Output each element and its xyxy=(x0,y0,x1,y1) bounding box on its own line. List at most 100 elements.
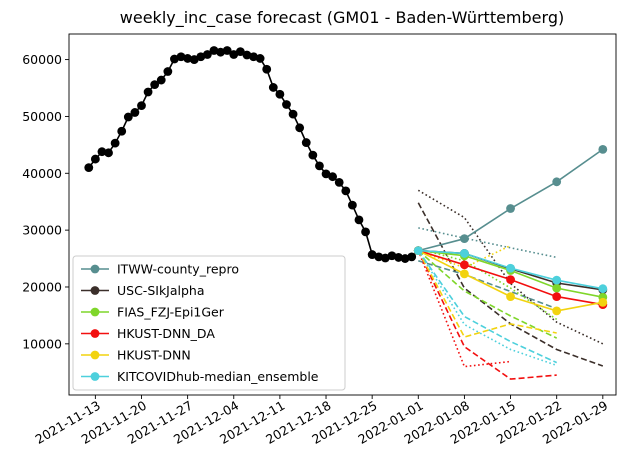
series-5-point xyxy=(552,275,562,285)
y-tick-label: 60000 xyxy=(22,52,62,67)
series-4-point xyxy=(552,306,562,316)
observed-point xyxy=(209,46,219,55)
observed-point xyxy=(235,47,245,57)
observed-point xyxy=(130,108,140,117)
observed-point xyxy=(262,64,272,74)
y-tick-label: 20000 xyxy=(22,279,62,294)
observed-point xyxy=(315,161,324,171)
observed-point xyxy=(321,169,331,179)
series-3-point xyxy=(506,275,515,284)
observed-point xyxy=(90,154,100,164)
y-tick-label: 10000 xyxy=(22,336,62,351)
observed-point xyxy=(189,55,199,64)
series-0-point xyxy=(506,204,515,213)
series-2-upper-band-line xyxy=(418,248,558,321)
series-5-upper-band-line xyxy=(417,250,557,367)
legend-swatch-marker xyxy=(90,329,100,338)
x-axis: 2021-11-132021-11-202021-11-272021-12-04… xyxy=(32,395,610,447)
observed-point xyxy=(387,251,397,261)
series-5-point xyxy=(506,263,515,273)
observed-point xyxy=(295,123,305,133)
observed-point xyxy=(354,215,364,225)
plot-frame xyxy=(68,33,617,396)
legend-label: HKUST-DNN xyxy=(117,348,191,363)
legend-label: ITWW-county_repro xyxy=(117,262,239,277)
legend-label: FIAS_FZJ-Epi1Ger xyxy=(117,305,225,320)
y-tick-label: 50000 xyxy=(22,109,62,124)
observed-point xyxy=(394,253,403,262)
observed-point xyxy=(341,186,351,196)
series-0-point xyxy=(552,177,562,187)
observed-point xyxy=(334,177,344,187)
series-2-point xyxy=(552,283,562,293)
legend-label: HKUST-DNN_DA xyxy=(117,326,215,341)
observed-point xyxy=(202,50,212,59)
observed-point xyxy=(288,109,298,119)
series-3-lower-band-line xyxy=(417,250,557,380)
series-0-point xyxy=(460,234,469,244)
observed-point xyxy=(255,54,265,63)
series-3-point xyxy=(552,292,562,302)
series-5-lower-band-line xyxy=(417,250,558,364)
observed-point xyxy=(110,138,120,148)
plot-area xyxy=(84,46,608,380)
observed-point xyxy=(156,75,166,85)
y-axis: 10000 20000 30000 40000 50000 60000 xyxy=(22,52,69,351)
observed-point xyxy=(137,101,146,111)
legend-label: USC-SIkJalpha xyxy=(117,283,205,298)
series-4-lower-band-line xyxy=(417,250,557,338)
y-tick-label: 40000 xyxy=(22,166,62,181)
observed-point xyxy=(229,50,239,59)
observed-point xyxy=(123,112,133,122)
series-0-upper-band-line xyxy=(418,227,557,259)
observed-point xyxy=(104,148,113,158)
chart-title: weekly_inc_case forecast (GM01 - Baden-W… xyxy=(120,8,564,28)
observed-point xyxy=(407,252,417,262)
legend-swatch-marker xyxy=(90,264,100,274)
observed-line xyxy=(88,49,419,260)
series-2-lower-band-line xyxy=(417,249,558,339)
observed-point xyxy=(176,52,186,62)
legend-swatch-marker xyxy=(90,307,100,317)
observed-point xyxy=(275,89,285,99)
legend-box xyxy=(72,255,346,391)
series-3-upper-band-line xyxy=(417,250,511,368)
observed-point xyxy=(374,252,384,262)
legend-swatch-marker xyxy=(90,286,100,295)
legend-swatch-marker xyxy=(90,350,100,360)
legend: ITWW-county_repro USC-SIkJalpha FIAS_FZJ-E… xyxy=(72,255,346,391)
series-0-lower-band-line xyxy=(418,260,557,310)
observed-point xyxy=(301,138,311,147)
series-3-point xyxy=(460,260,469,270)
series-4-point xyxy=(598,297,608,307)
observed-point xyxy=(308,150,318,160)
series-0-point xyxy=(598,145,608,154)
series-4-point xyxy=(460,269,469,279)
observed-point xyxy=(143,87,153,97)
observed-point xyxy=(97,147,107,157)
legend-label: KITCOVIDhub-median_ensemble xyxy=(117,369,319,384)
observed-point xyxy=(282,100,291,109)
observed-point xyxy=(150,80,160,89)
observed-point xyxy=(216,47,225,57)
observed-point xyxy=(268,83,278,92)
series-4-point xyxy=(506,292,515,302)
observed-point xyxy=(183,54,193,63)
series-1-upper-band-line xyxy=(417,189,604,345)
observed-point xyxy=(249,52,258,62)
observed-point xyxy=(242,50,252,60)
observed-point xyxy=(117,126,127,136)
series-5-point xyxy=(598,284,608,294)
observed-point xyxy=(347,200,357,210)
observed-point xyxy=(84,163,94,172)
series-5-point xyxy=(460,249,469,258)
observed-point xyxy=(328,172,338,182)
observed-point xyxy=(361,227,370,237)
observed-point xyxy=(400,254,410,263)
series-5-point xyxy=(413,246,423,256)
observed-point xyxy=(163,67,173,76)
series-0-line xyxy=(418,148,604,252)
legend-swatch-marker xyxy=(90,372,100,381)
observed-point xyxy=(222,46,232,55)
